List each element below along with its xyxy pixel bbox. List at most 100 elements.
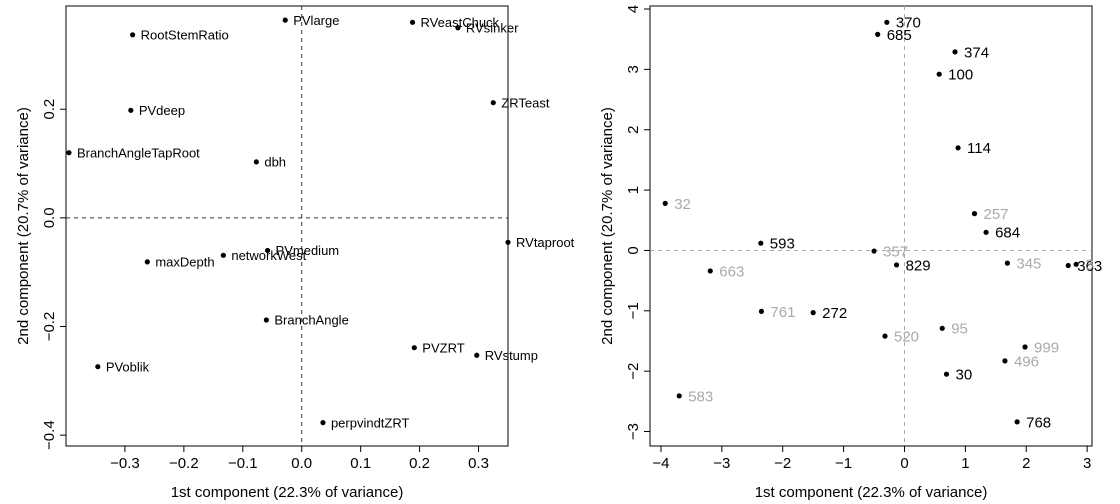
y-tick-label: 2 xyxy=(625,126,642,134)
y-tick-label: 0.0 xyxy=(41,207,58,228)
data-point xyxy=(936,71,942,77)
x-tick-label: 2 xyxy=(1022,455,1030,472)
data-point xyxy=(1022,344,1028,350)
data-point xyxy=(129,32,136,38)
point-label: 663 xyxy=(719,263,744,280)
data-point xyxy=(490,100,496,106)
y-tick-label: −0.4 xyxy=(41,420,58,450)
data-point xyxy=(263,317,269,323)
data-point xyxy=(1073,261,1079,267)
x-tick-label: 1 xyxy=(961,455,969,472)
point-label: 272 xyxy=(822,305,847,322)
point-label: 100 xyxy=(948,67,973,84)
data-point xyxy=(409,19,416,25)
x-tick-label: 0.3 xyxy=(468,455,489,472)
point-label: BranchAngleTapRoot xyxy=(77,145,200,160)
point-label: RVsinker xyxy=(466,20,519,35)
y-tick-label: 1 xyxy=(625,186,642,194)
point-label: 3 xyxy=(1085,257,1093,274)
data-point xyxy=(939,325,945,331)
variables-loading-plot: −0.3 −0.2 −0.1 0.0 0.1 0.2 0.3 −0.4 −0.2 0.0 0.2 1s… xyxy=(15,5,575,501)
point-label: 370 xyxy=(896,15,921,32)
point-label: 496 xyxy=(1014,353,1039,370)
y-tick-label: 0 xyxy=(625,246,642,254)
data-point xyxy=(875,31,881,37)
y-tick-label: 0.2 xyxy=(41,99,58,120)
data-point xyxy=(264,247,271,254)
data-point xyxy=(810,310,816,316)
point-label: 95 xyxy=(951,321,968,338)
y-tick-label: 4 xyxy=(625,5,642,13)
x-axis-label: 1st component (22.3% of variance) xyxy=(171,484,404,501)
data-point xyxy=(884,19,890,25)
point-label: PVdeep xyxy=(139,103,185,118)
point-label: networkWest xyxy=(231,248,306,263)
y-axis-label: 2nd component (20.7% of variance) xyxy=(15,107,32,345)
data-point xyxy=(707,268,713,274)
x-tick-label: 0.1 xyxy=(350,455,371,472)
x-tick-label: −0.3 xyxy=(110,455,140,472)
data-point xyxy=(455,25,461,31)
x-tick-label: 0 xyxy=(900,455,908,472)
x-tick-label: −0.2 xyxy=(169,455,199,472)
x-tick-label: −4 xyxy=(652,455,669,472)
x-tick-label: −1 xyxy=(835,455,852,472)
data-point xyxy=(282,17,288,23)
point-label: 32 xyxy=(674,196,691,213)
x-tick-label: −3 xyxy=(713,455,730,472)
point-label: PVlarge xyxy=(293,13,339,28)
data-point xyxy=(971,211,978,217)
x-axis-label: 1st component (22.3% of variance) xyxy=(755,484,988,501)
point-label: BranchAngle xyxy=(274,313,348,328)
point-label: RootStemRatio xyxy=(141,27,229,42)
point-label: 999 xyxy=(1034,339,1059,356)
point-label: 30 xyxy=(955,367,972,384)
point-label: 593 xyxy=(770,236,795,253)
point-label: PVZRT xyxy=(422,340,464,355)
data-point xyxy=(95,364,101,370)
data-point xyxy=(882,333,888,339)
data-point xyxy=(983,229,989,235)
point-label: 684 xyxy=(995,225,1020,242)
point-label: maxDepth xyxy=(155,255,214,270)
point-label: RVtaproot xyxy=(516,235,575,250)
y-tick-label: −3 xyxy=(625,423,642,440)
data-point xyxy=(128,107,134,113)
point-label: perpvindtZRT xyxy=(331,415,410,430)
point-label: RVeastChuck xyxy=(421,15,500,30)
point-label: 583 xyxy=(688,388,713,405)
point-label: 374 xyxy=(964,44,989,61)
y-tick-label: −0.2 xyxy=(41,312,58,342)
data-point xyxy=(66,150,72,156)
data-point xyxy=(662,200,668,206)
data-point xyxy=(758,308,765,315)
point-label: 345 xyxy=(1016,256,1041,273)
data-point xyxy=(505,239,511,245)
point-label: 761 xyxy=(770,304,795,321)
data-point xyxy=(1014,419,1020,425)
data-point xyxy=(955,145,961,151)
data-point xyxy=(871,248,877,254)
plot-frame xyxy=(65,5,509,447)
y-tick-label: 3 xyxy=(625,65,642,73)
point-label: 829 xyxy=(906,257,931,274)
point-label: ZRTeast xyxy=(501,95,550,110)
data-point xyxy=(474,352,480,358)
point-label: 357 xyxy=(883,243,908,260)
data-point xyxy=(144,259,150,265)
x-tick-label: 0.2 xyxy=(409,455,430,472)
y-tick-label: −2 xyxy=(625,363,642,380)
data-point xyxy=(220,252,226,258)
x-tick-label: −2 xyxy=(774,455,791,472)
plot-frame xyxy=(649,5,1093,447)
data-point xyxy=(1065,262,1071,269)
x-tick-label: −0.1 xyxy=(228,455,258,472)
x-tick-label: 0.0 xyxy=(291,455,312,472)
point-label: PVoblik xyxy=(106,359,150,374)
point-label: PVmedium xyxy=(276,243,340,258)
data-point xyxy=(943,371,950,377)
data-point xyxy=(320,420,326,426)
data-point xyxy=(676,393,682,399)
point-label: dbh xyxy=(264,155,286,170)
